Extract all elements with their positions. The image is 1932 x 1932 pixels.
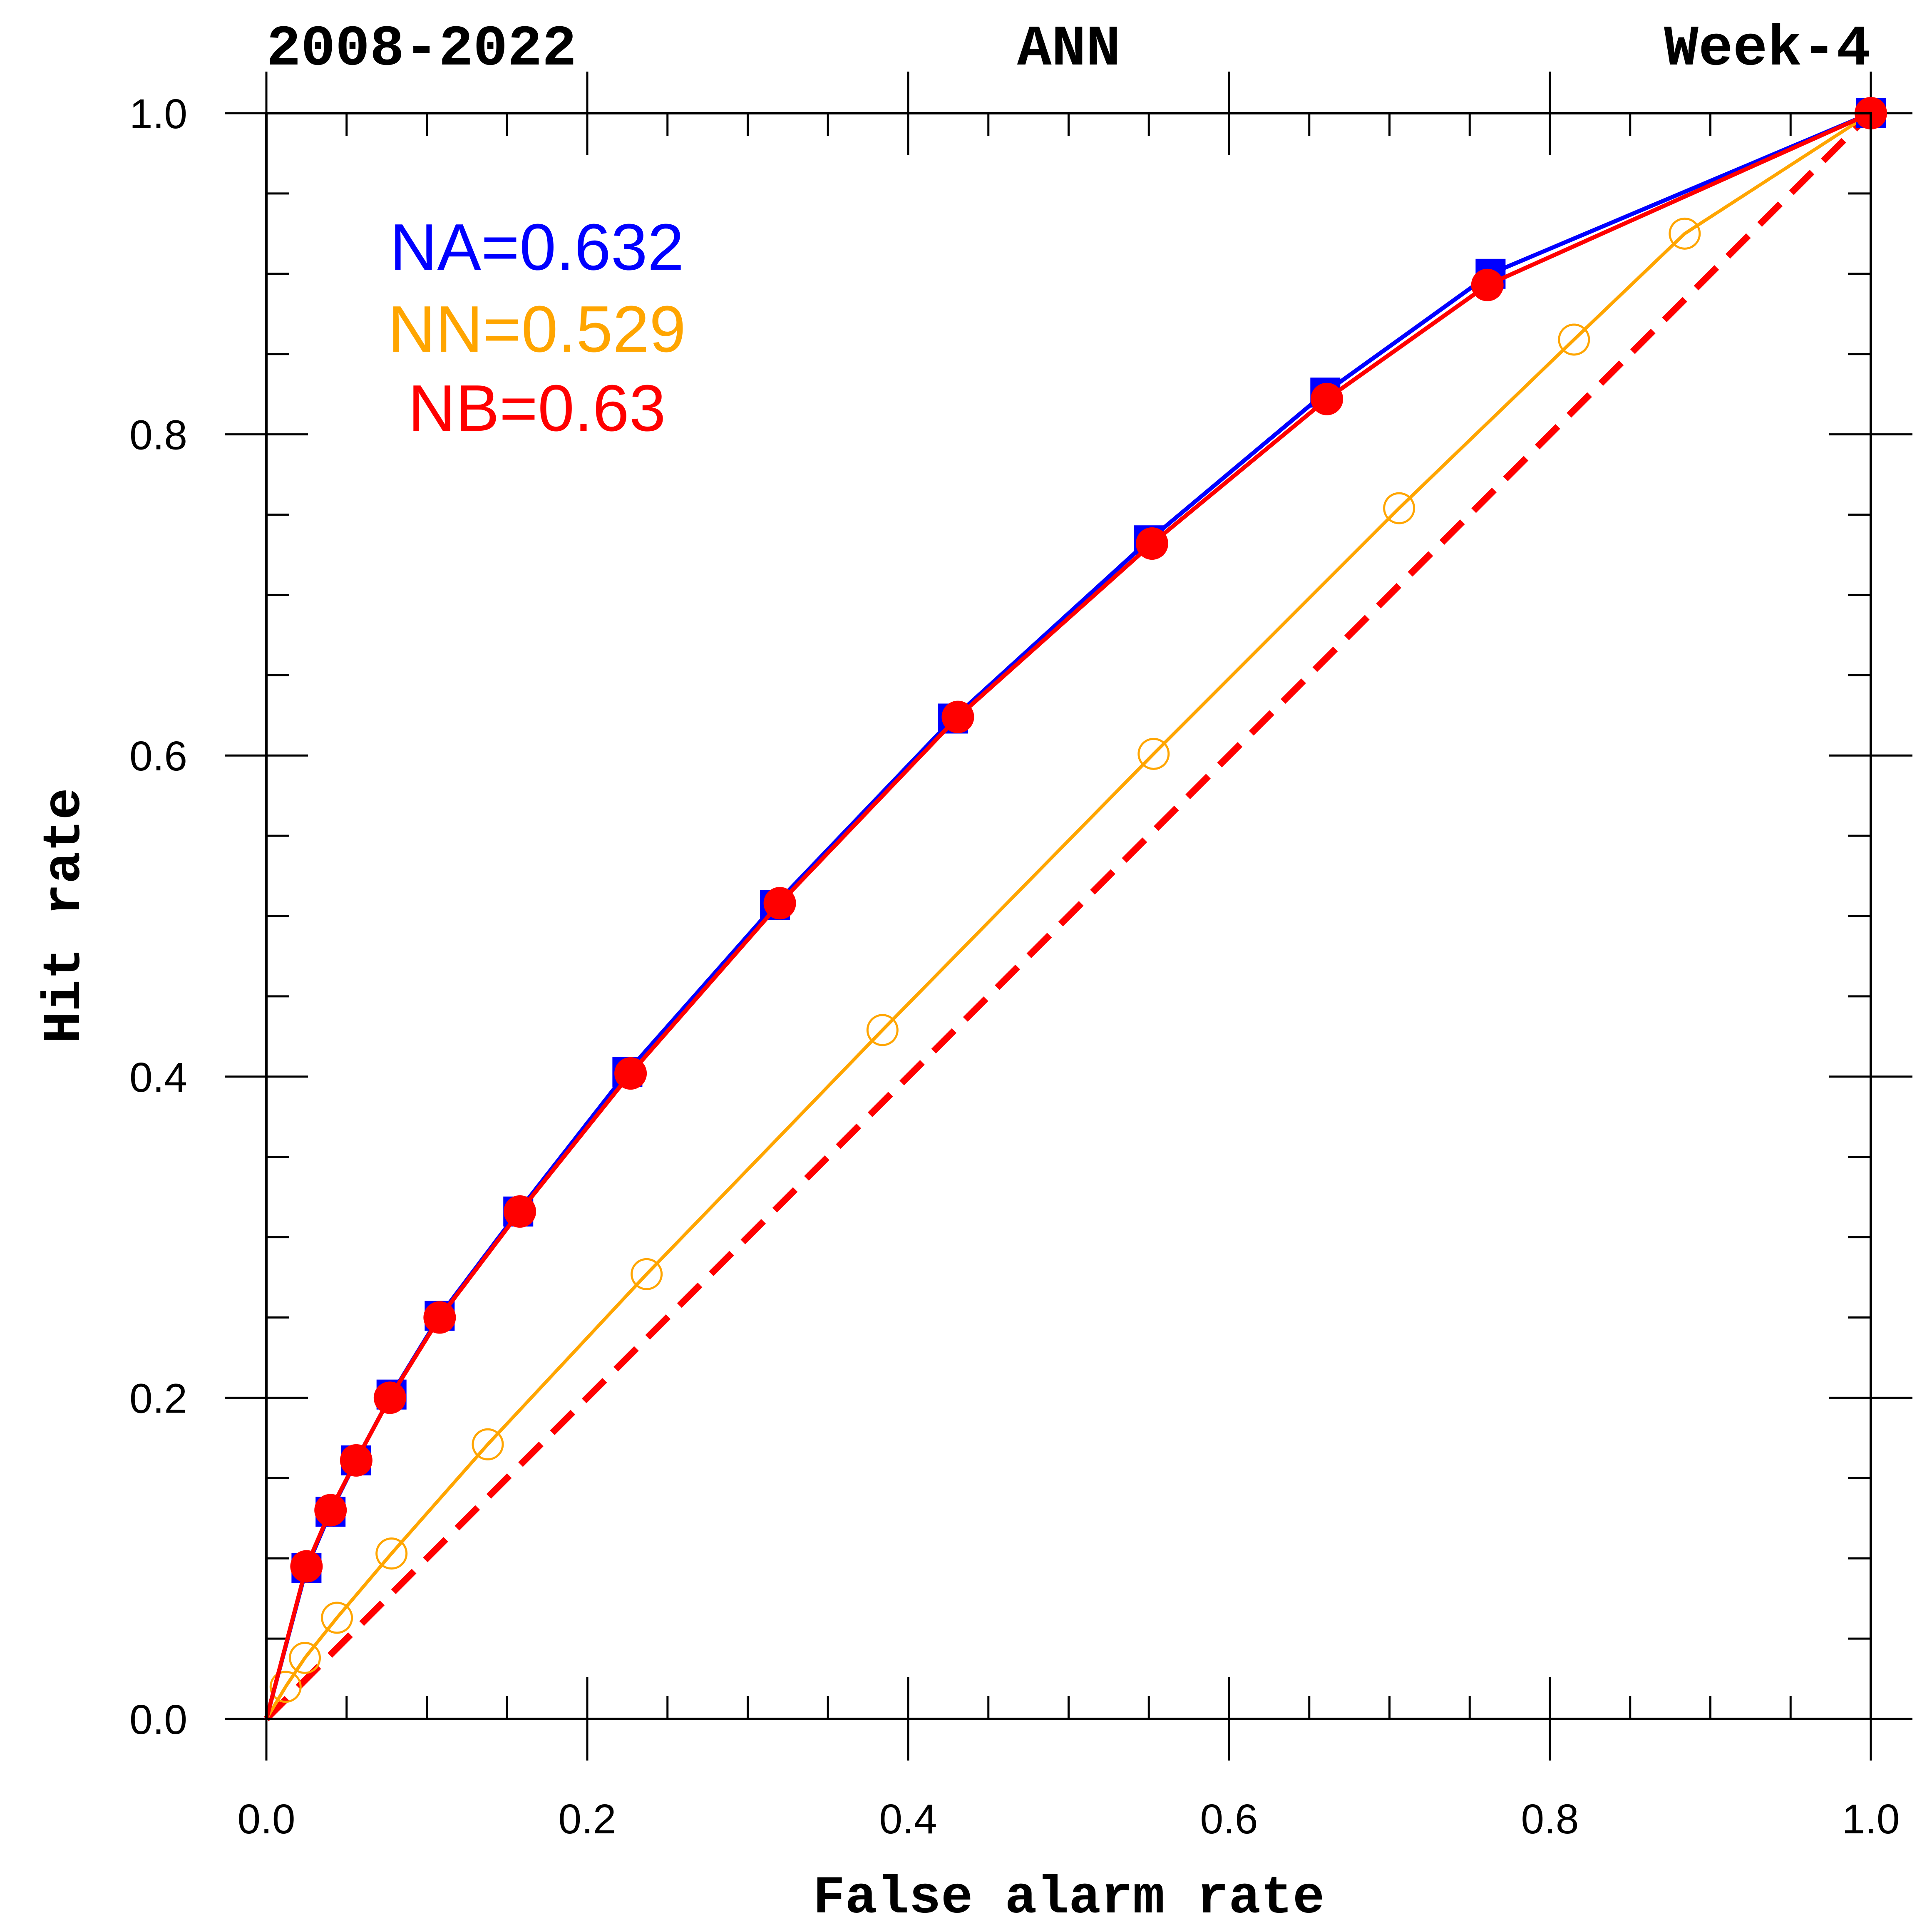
data-point [763,887,796,920]
x-tick-label: 0.6 [1200,1796,1258,1843]
y-tick-label: 0.6 [129,733,187,780]
score-nn: NN=0.529 [388,293,686,366]
data-point [314,1494,347,1527]
data-point [269,1671,302,1703]
data-point [1471,268,1504,301]
y-tick-label: 0.4 [129,1054,187,1101]
data-point [1135,527,1168,560]
data-point [941,700,974,733]
chart-marks [264,97,1887,1721]
axis-ticks: 0.0 0.2 0.4 0.6 0.8 1.0 0.0 0.2 0.4 0.6 0.8 1.0 [129,72,1912,1843]
series-nb [264,97,1887,1720]
series-line-nn [265,112,1872,1720]
x-tick-label: 0.8 [1521,1796,1579,1843]
header-season: ANN [1017,17,1120,82]
data-point [340,1444,372,1477]
y-tick-label: 0.8 [129,412,187,459]
data-point [866,1014,899,1046]
header-lead: Week-4 [1664,17,1871,82]
data-point [1137,738,1170,770]
data-point [1558,323,1590,356]
data-point [373,1381,406,1414]
score-na: NA=0.632 [390,211,684,284]
y-tick-label: 0.0 [129,1696,187,1743]
data-point [614,1057,647,1090]
score-nb: NB=0.63 [408,372,666,445]
x-tick-label: 0.0 [237,1796,295,1843]
x-axis-title: False alarm rate [813,1868,1325,1929]
x-tick-label: 0.2 [558,1796,616,1843]
plot-frame [265,112,1872,1720]
x-tick-label: 0.4 [879,1796,937,1843]
data-point [290,1550,323,1583]
y-axis-title: Hit rate [35,788,95,1044]
data-point [321,1602,353,1634]
data-point [504,1195,536,1228]
x-tick-label: 1.0 [1842,1796,1900,1843]
header-period: 2008-2022 [266,17,576,82]
data-point [423,1301,456,1334]
data-point [375,1537,408,1570]
no-skill-diagonal [264,111,1873,1721]
data-point [631,1258,663,1290]
data-point [289,1641,321,1674]
y-tick-label: 1.0 [129,91,187,137]
data-point [1311,382,1343,415]
data-point [1383,492,1415,524]
data-point [1669,217,1701,250]
y-tick-label: 0.2 [129,1375,187,1422]
data-point [472,1428,504,1460]
